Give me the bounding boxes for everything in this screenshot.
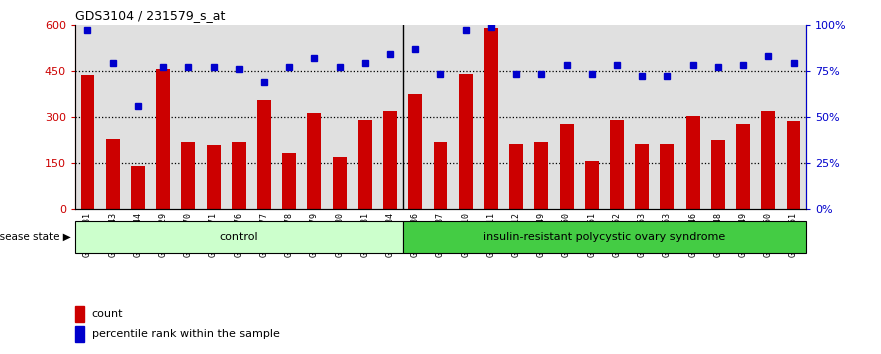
Bar [106,139,120,209]
Bar [333,157,346,209]
Bar [207,145,220,209]
Bar [409,94,422,209]
Bar [559,124,574,209]
Bar [75,221,403,253]
Bar [610,120,624,209]
Bar [661,144,674,209]
Bar [156,69,170,209]
Bar [403,221,806,253]
Text: insulin-resistant polycystic ovary syndrome: insulin-resistant polycystic ovary syndr… [484,232,726,242]
Bar [383,111,397,209]
Bar [232,142,246,209]
Text: percentile rank within the sample: percentile rank within the sample [92,330,279,339]
Text: count: count [92,309,123,319]
Bar [509,143,523,209]
Bar [307,113,322,209]
Bar [787,121,801,209]
Bar [484,28,498,209]
Bar [535,142,548,209]
Bar [685,116,700,209]
Bar [585,161,599,209]
Bar [358,120,372,209]
Bar [761,111,775,209]
Bar [282,153,296,209]
Bar [459,74,472,209]
Bar [75,326,85,342]
Bar [737,124,750,209]
Text: control: control [219,232,258,242]
Bar [131,166,144,209]
Text: disease state ▶: disease state ▶ [0,232,70,242]
Bar [711,140,725,209]
Bar [181,142,196,209]
Bar [257,100,271,209]
Bar [433,142,448,209]
Text: GDS3104 / 231579_s_at: GDS3104 / 231579_s_at [75,9,226,22]
Bar [80,75,94,209]
Bar [75,306,85,321]
Bar [635,144,649,209]
